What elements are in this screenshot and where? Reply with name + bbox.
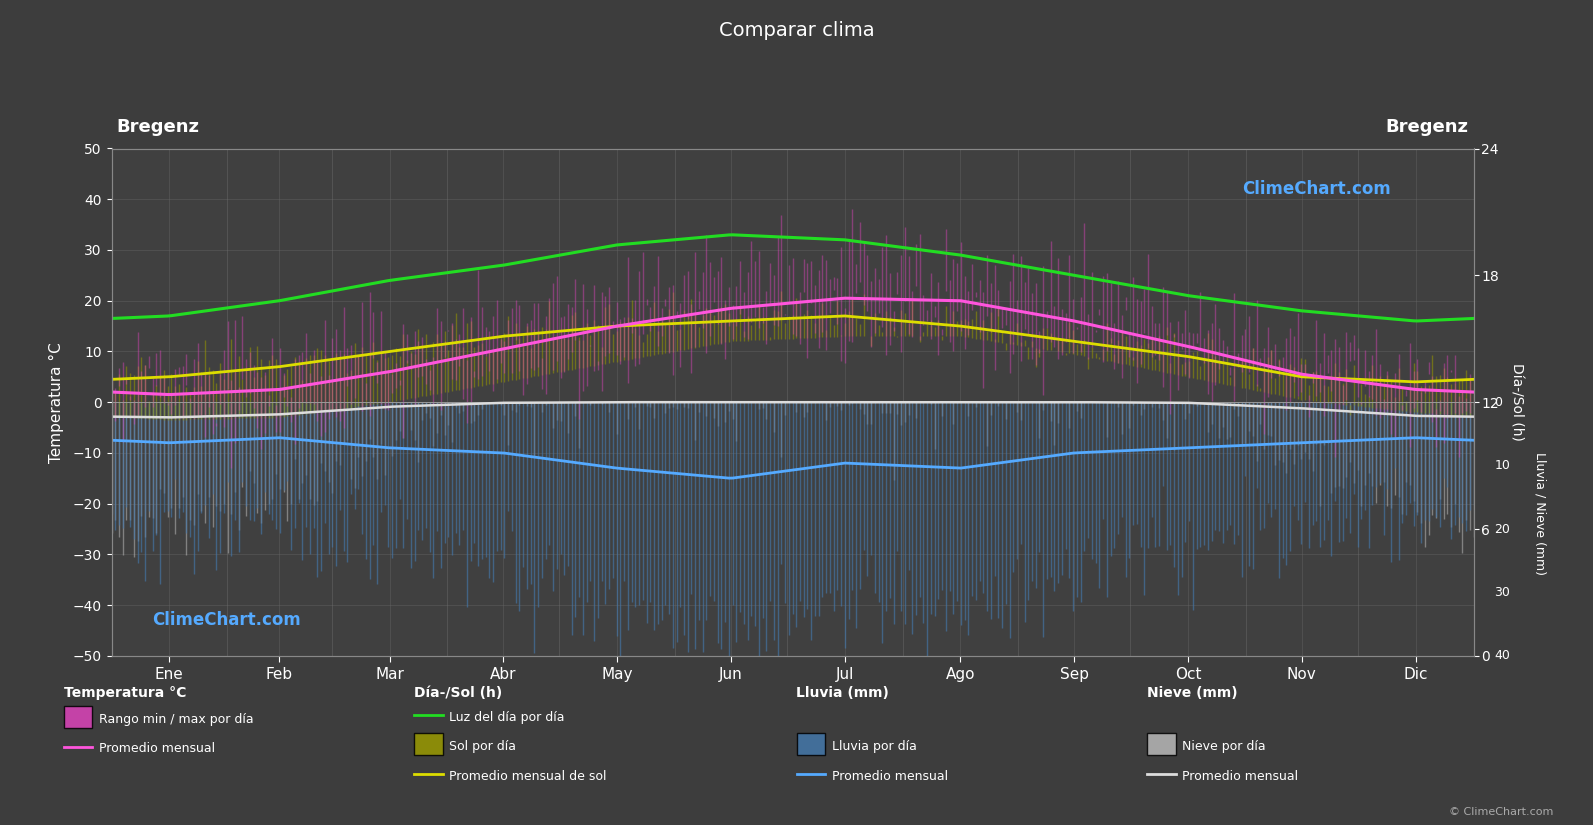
Text: Bregenz: Bregenz (116, 118, 199, 136)
Text: ClimeChart.com: ClimeChart.com (1243, 180, 1391, 198)
Text: ClimeChart.com: ClimeChart.com (153, 611, 301, 629)
Text: Promedio mensual: Promedio mensual (99, 742, 215, 756)
Text: © ClimeChart.com: © ClimeChart.com (1448, 807, 1553, 817)
Text: Comparar clima: Comparar clima (718, 21, 875, 40)
Text: Nieve (mm): Nieve (mm) (1147, 686, 1238, 700)
Text: Promedio mensual: Promedio mensual (832, 770, 948, 783)
Text: Promedio mensual de sol: Promedio mensual de sol (449, 770, 607, 783)
Text: Lluvia por día: Lluvia por día (832, 740, 916, 753)
Text: Sol por día: Sol por día (449, 740, 516, 753)
Text: 10: 10 (1494, 459, 1510, 472)
Text: Lluvia (mm): Lluvia (mm) (796, 686, 889, 700)
Text: Nieve por día: Nieve por día (1182, 740, 1265, 753)
Text: Día-/Sol (h): Día-/Sol (h) (414, 686, 502, 700)
Text: Temperatura °C: Temperatura °C (64, 686, 186, 700)
Text: Rango min / max por día: Rango min / max por día (99, 713, 253, 726)
Text: 40: 40 (1494, 649, 1510, 662)
Text: Luz del día por día: Luz del día por día (449, 711, 566, 724)
Y-axis label: Día-/Sol (h): Día-/Sol (h) (1510, 363, 1525, 441)
Text: 30: 30 (1494, 586, 1510, 599)
Text: Lluvia / Nieve (mm): Lluvia / Nieve (mm) (1534, 452, 1547, 575)
Text: Promedio mensual: Promedio mensual (1182, 770, 1298, 783)
Text: Bregenz: Bregenz (1386, 118, 1469, 136)
Y-axis label: Temperatura °C: Temperatura °C (49, 342, 64, 463)
Text: 20: 20 (1494, 522, 1510, 535)
Text: 0: 0 (1494, 396, 1502, 408)
